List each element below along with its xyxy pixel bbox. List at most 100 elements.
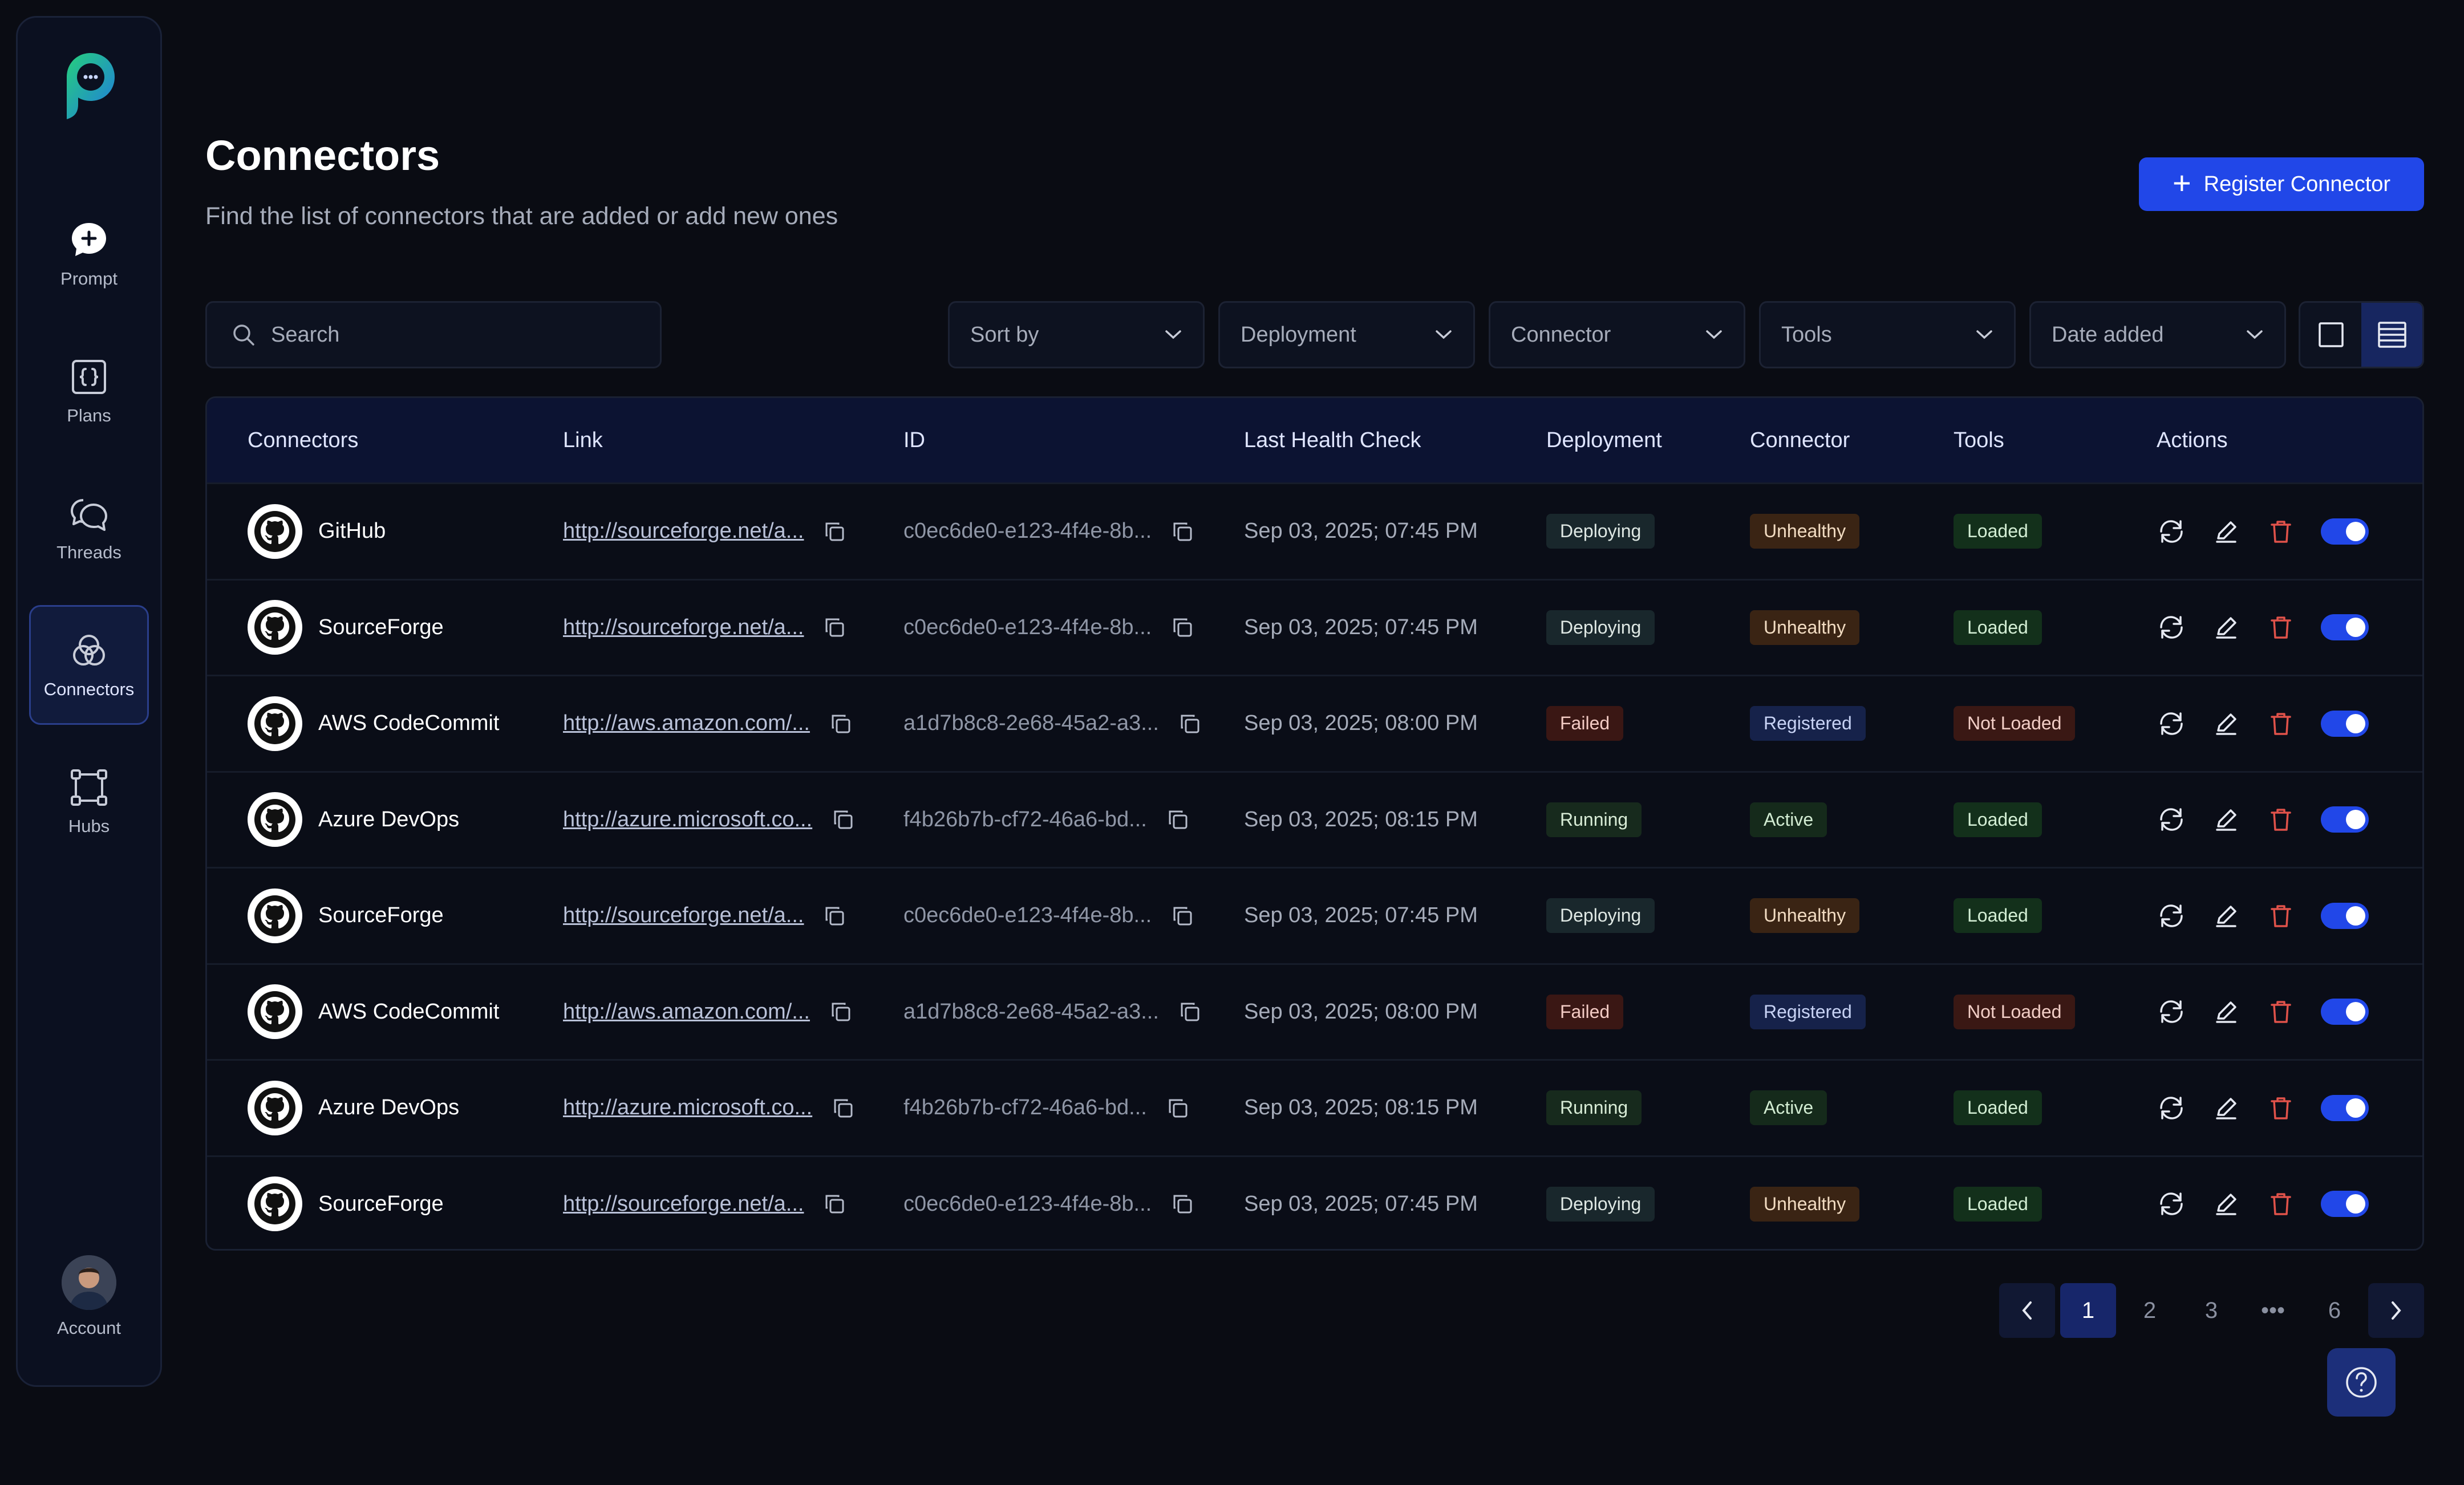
- copy-icon[interactable]: [832, 1097, 854, 1119]
- search-box[interactable]: [205, 301, 662, 368]
- edit-icon[interactable]: [2211, 709, 2241, 739]
- column-header-connector[interactable]: Connector: [1750, 428, 1850, 452]
- delete-icon[interactable]: [2266, 805, 2296, 834]
- connector-link[interactable]: http://aws.amazon.com/...: [563, 999, 810, 1024]
- refresh-icon[interactable]: [2157, 1093, 2186, 1123]
- connector-link[interactable]: http://sourceforge.net/a...: [563, 615, 804, 639]
- copy-icon[interactable]: [1178, 712, 1201, 735]
- connector-link[interactable]: http://azure.microsoft.co...: [563, 807, 813, 831]
- connector-link[interactable]: http://aws.amazon.com/...: [563, 711, 810, 736]
- edit-icon[interactable]: [2211, 997, 2241, 1026]
- sidebar-item-plans[interactable]: Plans: [29, 331, 149, 451]
- copy-icon[interactable]: [823, 520, 846, 543]
- copy-icon[interactable]: [829, 712, 852, 735]
- connector-name[interactable]: GitHub: [318, 519, 386, 543]
- enable-toggle[interactable]: [2321, 518, 2369, 545]
- refresh-icon[interactable]: [2157, 805, 2186, 834]
- page-button-1[interactable]: 1: [2060, 1283, 2116, 1338]
- next-page-button[interactable]: [2368, 1283, 2424, 1338]
- table-row[interactable]: AWS CodeCommit http://aws.amazon.com/... a…: [207, 963, 2422, 1060]
- app-logo[interactable]: [63, 50, 118, 124]
- edit-icon[interactable]: [2211, 517, 2241, 546]
- delete-icon[interactable]: [2266, 1189, 2296, 1219]
- enable-toggle[interactable]: [2321, 806, 2369, 833]
- enable-toggle[interactable]: [2321, 1094, 2369, 1121]
- enable-toggle[interactable]: [2321, 710, 2369, 737]
- refresh-icon[interactable]: [2157, 997, 2186, 1026]
- copy-icon[interactable]: [823, 1192, 846, 1215]
- list-view-button[interactable]: [2361, 303, 2422, 367]
- connector-name[interactable]: Azure DevOps: [318, 807, 460, 831]
- column-header-link[interactable]: Link: [563, 428, 603, 452]
- delete-icon[interactable]: [2266, 709, 2296, 739]
- connector-link[interactable]: http://sourceforge.net/a...: [563, 1191, 804, 1216]
- account-menu[interactable]: Account: [29, 1255, 149, 1369]
- table-row[interactable]: SourceForge http://sourceforge.net/a... c0…: [207, 1155, 2422, 1249]
- avatar[interactable]: [62, 1255, 116, 1310]
- connector-name[interactable]: SourceForge: [318, 1191, 444, 1216]
- copy-icon[interactable]: [829, 1000, 852, 1023]
- connector-link[interactable]: http://sourceforge.net/a...: [563, 519, 804, 543]
- connector-name[interactable]: AWS CodeCommit: [318, 711, 500, 736]
- enable-toggle[interactable]: [2321, 614, 2369, 641]
- edit-icon[interactable]: [2211, 901, 2241, 931]
- copy-icon[interactable]: [1171, 520, 1194, 543]
- edit-icon[interactable]: [2211, 1093, 2241, 1123]
- connector-link[interactable]: http://sourceforge.net/a...: [563, 903, 804, 928]
- copy-icon[interactable]: [1171, 616, 1194, 639]
- connector-link[interactable]: http://azure.microsoft.co...: [563, 1096, 813, 1120]
- edit-icon[interactable]: [2211, 612, 2241, 642]
- column-header-tools[interactable]: Tools: [1954, 428, 2004, 452]
- column-header-deployment[interactable]: Deployment: [1546, 428, 1662, 452]
- register-connector-button[interactable]: + Register Connector: [2139, 157, 2424, 211]
- delete-icon[interactable]: [2266, 997, 2296, 1026]
- refresh-icon[interactable]: [2157, 709, 2186, 739]
- refresh-icon[interactable]: [2157, 517, 2186, 546]
- copy-icon[interactable]: [1171, 1192, 1194, 1215]
- previous-page-button[interactable]: [1999, 1283, 2055, 1338]
- sidebar-item-threads[interactable]: Threads: [29, 468, 149, 588]
- help-button[interactable]: [2327, 1348, 2396, 1417]
- page-button-2[interactable]: 2: [2143, 1297, 2157, 1323]
- table-row[interactable]: SourceForge http://sourceforge.net/a... c0…: [207, 578, 2422, 675]
- sidebar-item-prompt[interactable]: Prompt: [29, 194, 149, 314]
- table-row[interactable]: Azure DevOps http://azure.microsoft.co...…: [207, 1059, 2422, 1155]
- table-row[interactable]: AWS CodeCommit http://aws.amazon.com/... a…: [207, 675, 2422, 771]
- refresh-icon[interactable]: [2157, 612, 2186, 642]
- sidebar-item-connectors[interactable]: Connectors: [29, 605, 149, 725]
- connector-name[interactable]: Azure DevOps: [318, 1096, 460, 1120]
- sidebar-item-hubs[interactable]: Hubs: [29, 742, 149, 862]
- refresh-icon[interactable]: [2157, 901, 2186, 931]
- grid-view-button[interactable]: [2300, 303, 2361, 367]
- sort-by-dropdown[interactable]: Sort by: [948, 301, 1205, 368]
- delete-icon[interactable]: [2266, 612, 2296, 642]
- enable-toggle[interactable]: [2321, 902, 2369, 929]
- copy-icon[interactable]: [1166, 1097, 1189, 1119]
- search-input[interactable]: [270, 322, 614, 348]
- connector-name[interactable]: AWS CodeCommit: [318, 999, 500, 1024]
- column-header-connectors[interactable]: Connectors: [248, 428, 359, 452]
- table-row[interactable]: Azure DevOps http://azure.microsoft.co...…: [207, 770, 2422, 867]
- refresh-icon[interactable]: [2157, 1189, 2186, 1219]
- connector-dropdown[interactable]: Connector: [1489, 301, 1745, 368]
- tools-dropdown[interactable]: Tools: [1759, 301, 2016, 368]
- enable-toggle[interactable]: [2321, 999, 2369, 1025]
- delete-icon[interactable]: [2266, 1093, 2296, 1123]
- connector-name[interactable]: SourceForge: [318, 903, 444, 928]
- deployment-dropdown[interactable]: Deployment: [1218, 301, 1475, 368]
- column-header-id[interactable]: ID: [903, 428, 925, 452]
- table-row[interactable]: SourceForge http://sourceforge.net/a... c0…: [207, 867, 2422, 963]
- edit-icon[interactable]: [2211, 1189, 2241, 1219]
- delete-icon[interactable]: [2266, 901, 2296, 931]
- copy-icon[interactable]: [1178, 1000, 1201, 1023]
- edit-icon[interactable]: [2211, 805, 2241, 834]
- page-button-6[interactable]: 6: [2328, 1297, 2341, 1323]
- column-header-last-health-check[interactable]: Last Health Check: [1244, 428, 1421, 452]
- enable-toggle[interactable]: [2321, 1191, 2369, 1218]
- copy-icon[interactable]: [823, 904, 846, 927]
- copy-icon[interactable]: [1171, 904, 1194, 927]
- connector-name[interactable]: SourceForge: [318, 615, 444, 639]
- page-button-3[interactable]: 3: [2204, 1297, 2218, 1323]
- copy-icon[interactable]: [1166, 808, 1189, 831]
- copy-icon[interactable]: [832, 808, 854, 831]
